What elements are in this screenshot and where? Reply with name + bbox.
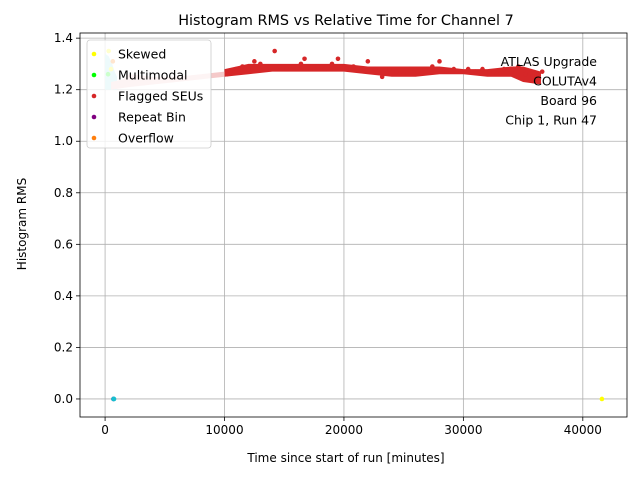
x-tick-label: 40000 — [564, 423, 602, 437]
plot-frame — [79, 32, 628, 418]
data-point — [465, 66, 471, 72]
y-tick-label: 1.0 — [54, 134, 73, 148]
grid — [80, 33, 627, 417]
data-point — [308, 66, 313, 72]
y-tick-label: 1.2 — [54, 83, 73, 97]
data-point — [451, 66, 457, 72]
data-point — [240, 64, 245, 69]
data-point — [458, 69, 464, 74]
y-axis-label: Histogram RMS — [15, 178, 29, 270]
y-tick-label: 0.8 — [54, 186, 73, 200]
data-point — [494, 71, 500, 77]
data-point — [530, 74, 535, 80]
data-point — [422, 66, 428, 72]
y-tick-label: 0.0 — [54, 392, 73, 406]
annotation-line: Chip 1, Run 47 — [505, 113, 597, 128]
data-point — [298, 61, 304, 67]
data-point — [234, 66, 239, 72]
legend-marker — [91, 135, 97, 141]
data-point — [284, 66, 289, 72]
data-point — [335, 56, 341, 62]
data-point — [473, 69, 478, 74]
data-point — [387, 66, 392, 72]
run-annotation: ATLAS Upgrade COLUTAv4 Board 96 Chip 1, Run… — [501, 54, 598, 128]
legend-marker — [91, 114, 97, 120]
data-point — [351, 64, 356, 69]
data-point — [401, 71, 406, 77]
data-point — [508, 69, 514, 74]
data-point — [599, 396, 605, 402]
data-point — [539, 69, 545, 74]
chart-title: Histogram RMS vs Relative Time for Chann… — [178, 13, 514, 29]
data-point — [315, 64, 320, 69]
data-point — [329, 61, 335, 67]
legend-entry: Flagged SEUs — [118, 89, 203, 104]
x-axis-label: Time since start of run [minutes] — [246, 451, 444, 465]
data-point — [487, 69, 492, 74]
data-point — [264, 66, 269, 72]
data-point — [516, 64, 521, 69]
data-point — [523, 71, 528, 77]
data-point — [246, 66, 251, 72]
data-point — [372, 66, 378, 72]
data-point — [322, 66, 328, 72]
data-band — [224, 63, 542, 85]
data-point — [480, 66, 485, 72]
data-point — [536, 77, 541, 82]
legend-entry: Overflow — [118, 131, 174, 146]
legend-marker — [91, 93, 97, 99]
data-point — [252, 59, 257, 64]
annotation-line: COLUTAv4 — [533, 74, 597, 89]
data-point — [430, 64, 435, 69]
legend-box — [86, 39, 212, 149]
data-point — [394, 69, 399, 74]
data-point — [444, 69, 449, 74]
data-point — [415, 69, 421, 74]
data-point — [224, 71, 230, 77]
legend-marker — [91, 51, 97, 57]
legend-marker — [91, 72, 97, 78]
data-point — [358, 66, 363, 72]
y-tick-label: 0.6 — [54, 237, 73, 251]
data-point — [277, 64, 282, 69]
x-tick-label: 20000 — [325, 423, 363, 437]
data-point — [365, 59, 371, 64]
data-point — [291, 64, 297, 69]
y-tick-label: 0.2 — [54, 340, 73, 354]
data-point — [228, 69, 233, 74]
x-tick-label: 0 — [101, 423, 109, 437]
legend-entry: Repeat Bin — [118, 110, 186, 125]
data-point — [258, 61, 263, 67]
data-point — [272, 48, 277, 54]
annotation-line: Board 96 — [540, 93, 597, 108]
x-tick-label: 30000 — [444, 423, 482, 437]
annotation-line: ATLAS Upgrade — [501, 54, 598, 69]
y-tick-label: 1.4 — [54, 31, 73, 45]
y-axis-ticks: 0.0 0.2 0.4 0.6 0.8 1.0 1.2 1.4 — [54, 31, 80, 406]
legend: Skewed Multimodal Flagged SEUs Repeat Bin Ov… — [86, 39, 212, 149]
legend-entry: Skewed — [118, 47, 166, 62]
data-point — [344, 66, 349, 72]
legend-entry: Multimodal — [118, 68, 187, 83]
data-point — [501, 66, 507, 72]
data-point — [437, 59, 442, 64]
data-point — [379, 74, 385, 80]
data-point — [302, 56, 307, 62]
data-point — [408, 66, 414, 72]
x-axis-ticks: 0 10000 20000 30000 40000 — [101, 417, 602, 437]
y-tick-label: 0.4 — [54, 289, 73, 303]
data-point — [111, 396, 117, 402]
x-tick-label: 10000 — [205, 423, 243, 437]
